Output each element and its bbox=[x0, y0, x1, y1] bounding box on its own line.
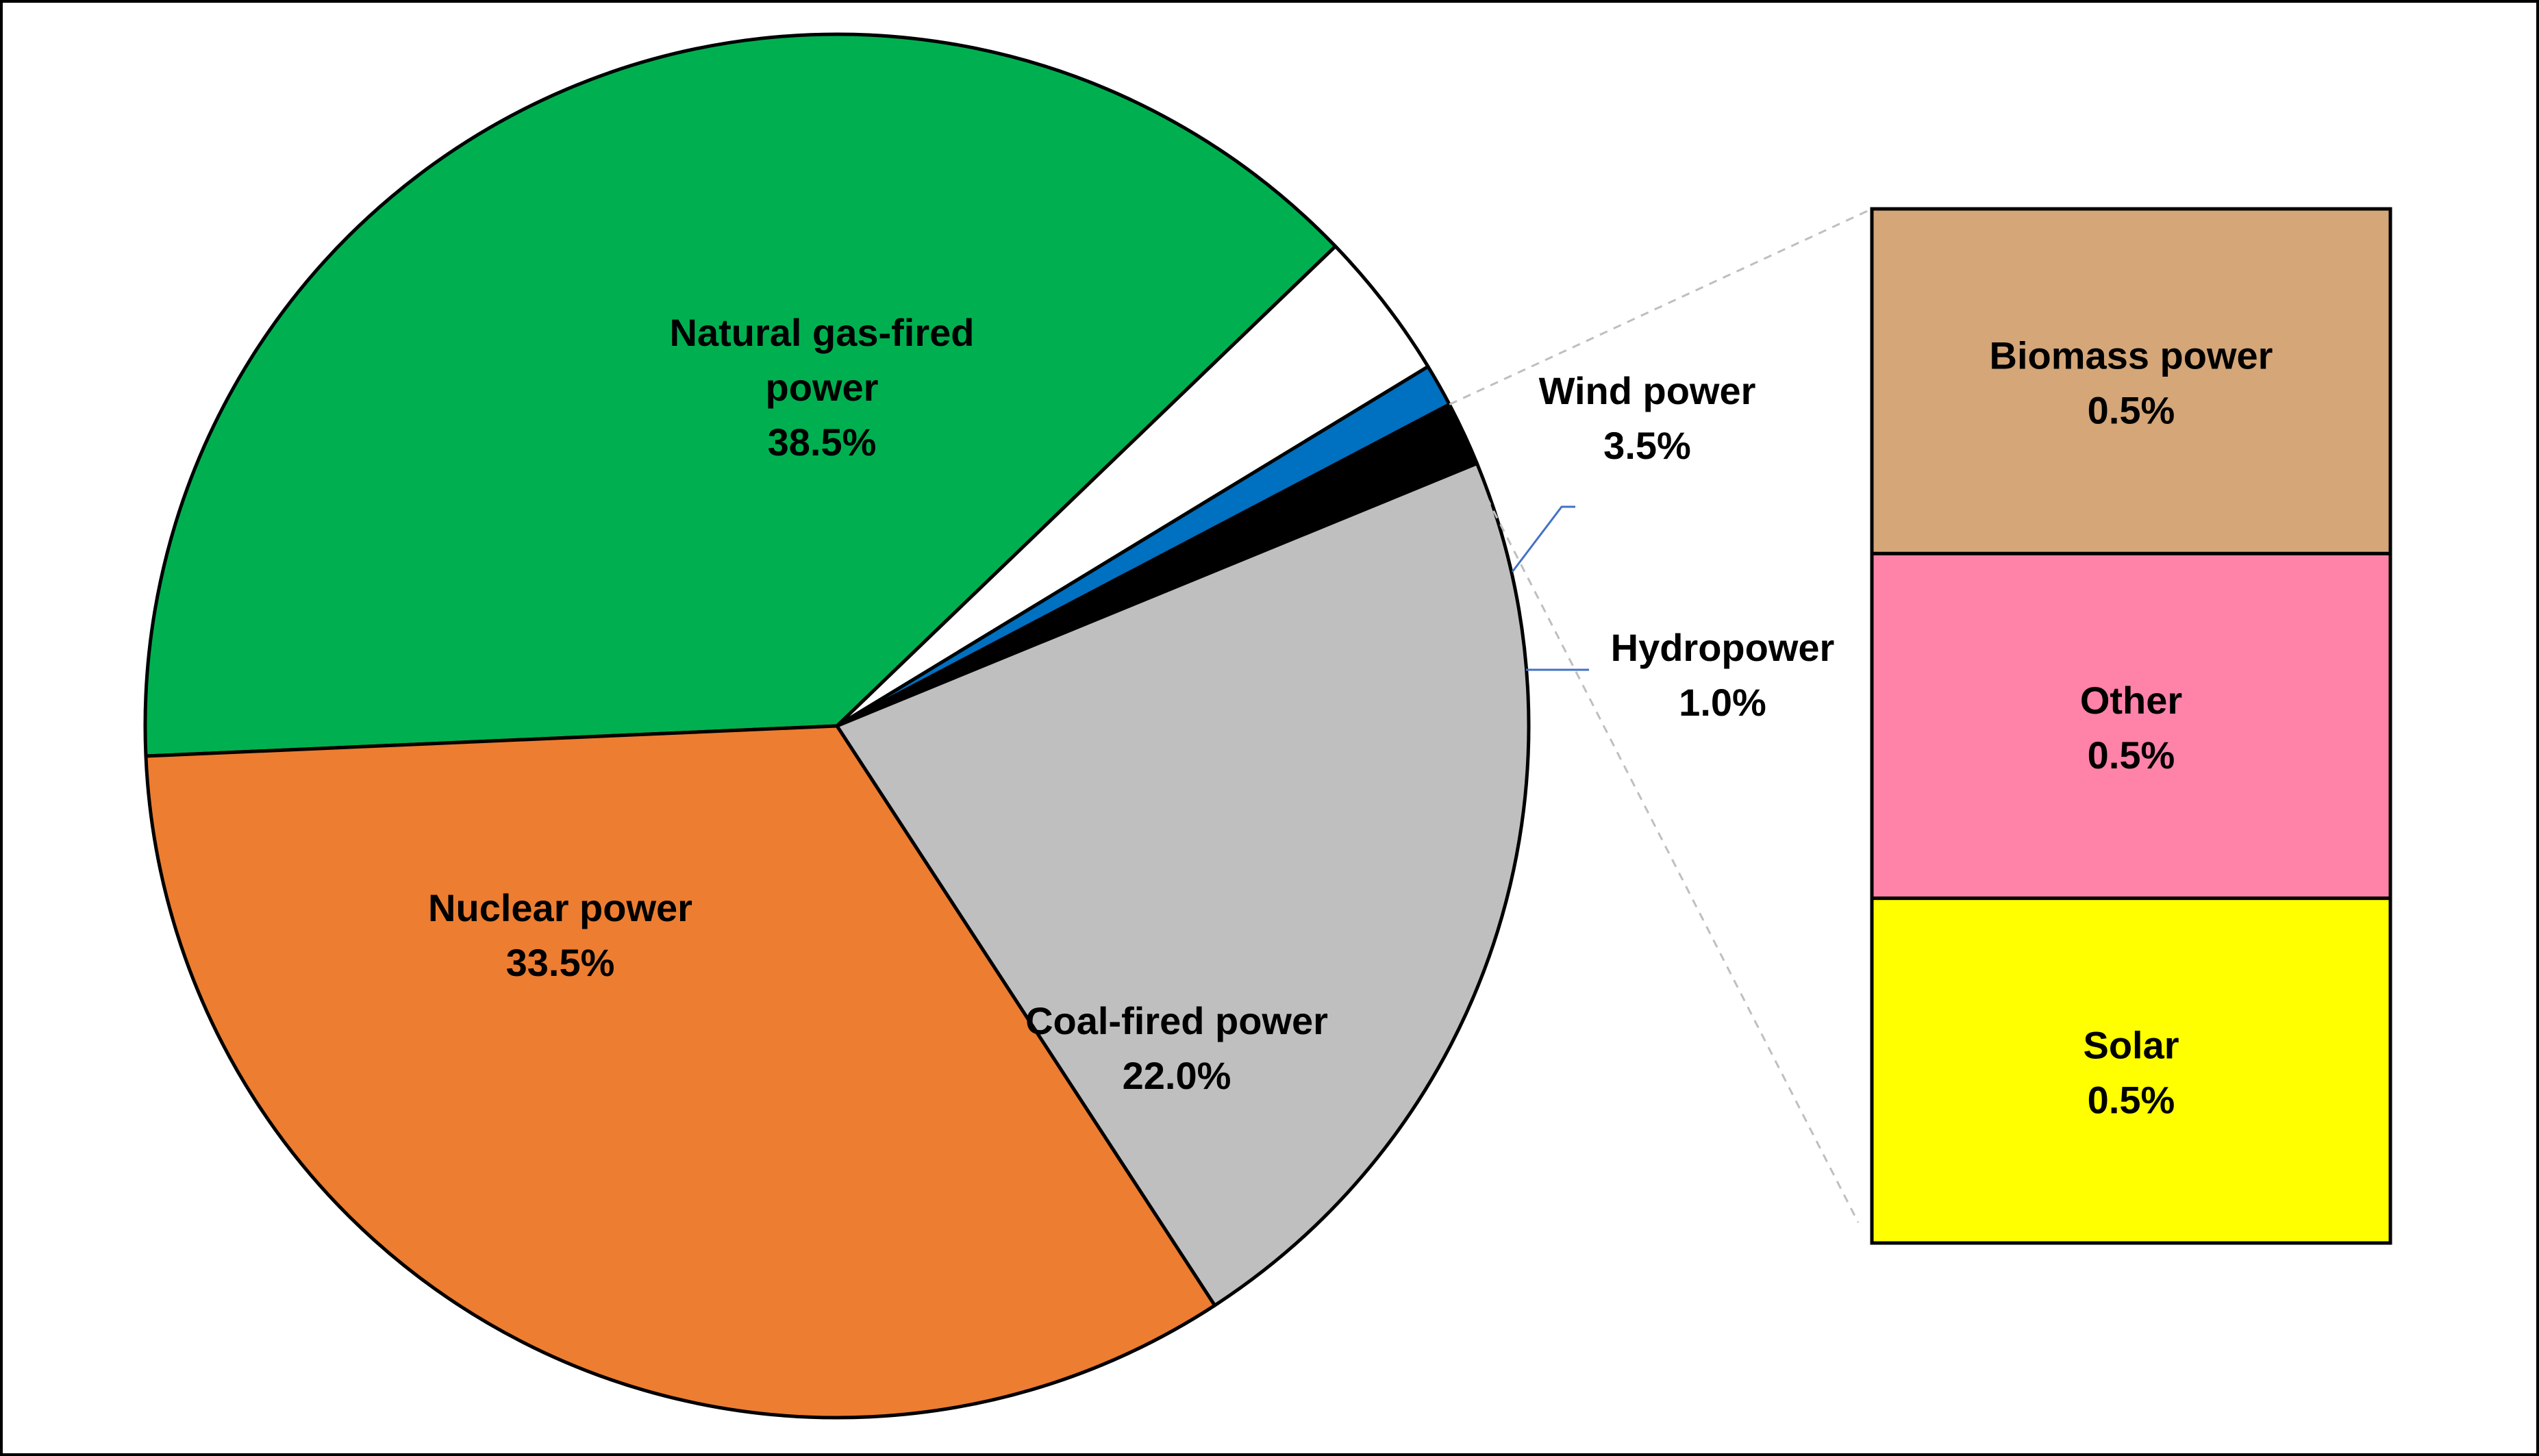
bar-segment-value: 0.5% bbox=[2088, 389, 2175, 432]
slice-value-label: 1.0% bbox=[1679, 681, 1766, 724]
slice-name-line: Nuclear power bbox=[428, 886, 692, 929]
bar-segment-name: Other bbox=[2080, 679, 2182, 722]
pie-slice-wind-power bbox=[835, 244, 1430, 728]
slice-value-label: 33.5% bbox=[506, 941, 615, 984]
slice-name-line: Hydropower bbox=[1611, 626, 1835, 669]
leader-line-wind bbox=[1511, 505, 1575, 573]
bar-segment-solar bbox=[1870, 896, 2392, 1245]
bar-segment-value: 0.5% bbox=[2088, 1078, 2175, 1121]
connector-group bbox=[1449, 208, 1873, 1223]
pie-group bbox=[143, 32, 1531, 1420]
bar-segment-name: Solar bbox=[2083, 1023, 2179, 1066]
slice-label-hydropower: Hydropower 1.0% bbox=[1611, 626, 1835, 724]
bar-segment-biomass-power bbox=[1870, 207, 2392, 555]
slice-label-wind-power: Wind power 3.5% bbox=[1539, 369, 1756, 467]
slice-value-label: 38.5% bbox=[768, 421, 877, 464]
bar-segment-name: Biomass power bbox=[1990, 334, 2273, 377]
pie-slice-nuclear-power bbox=[144, 724, 1217, 1420]
label-group: Natural gas-fired power 38.5% Wind power 3.5… bbox=[428, 311, 2273, 1121]
connector-line-bottom bbox=[1479, 484, 1860, 1223]
slice-name-line: Wind power bbox=[1539, 369, 1756, 412]
slice-label-natural-gas-fired-power: Natural gas-fired power 38.5% bbox=[670, 311, 975, 464]
bar-segment-value: 0.5% bbox=[2088, 733, 2175, 777]
connector-line-top bbox=[1449, 208, 1873, 405]
slice-name-line: power bbox=[766, 366, 879, 409]
slice-label-nuclear-power: Nuclear power 33.5% bbox=[428, 886, 692, 984]
slice-name-line: Coal-fired power bbox=[1025, 999, 1328, 1042]
breakout-bar bbox=[1870, 207, 2392, 1245]
bar-segment-other bbox=[1870, 551, 2392, 901]
pie-slice-coal-fired-power bbox=[835, 462, 1531, 1307]
bar-label-biomass-power: Biomass power 0.5% bbox=[1990, 334, 2273, 432]
slice-label-coal-fired-power: Coal-fired power 22.0% bbox=[1025, 999, 1328, 1097]
bar-label-other: Other 0.5% bbox=[2080, 679, 2182, 777]
slice-name-line: Natural gas-fired bbox=[670, 311, 975, 354]
bar-label-solar: Solar 0.5% bbox=[2083, 1023, 2179, 1121]
pie-slice-natural-gas-fired-power bbox=[143, 32, 1338, 758]
slice-value-label: 3.5% bbox=[1603, 424, 1691, 467]
slice-value-label: 22.0% bbox=[1123, 1054, 1231, 1097]
